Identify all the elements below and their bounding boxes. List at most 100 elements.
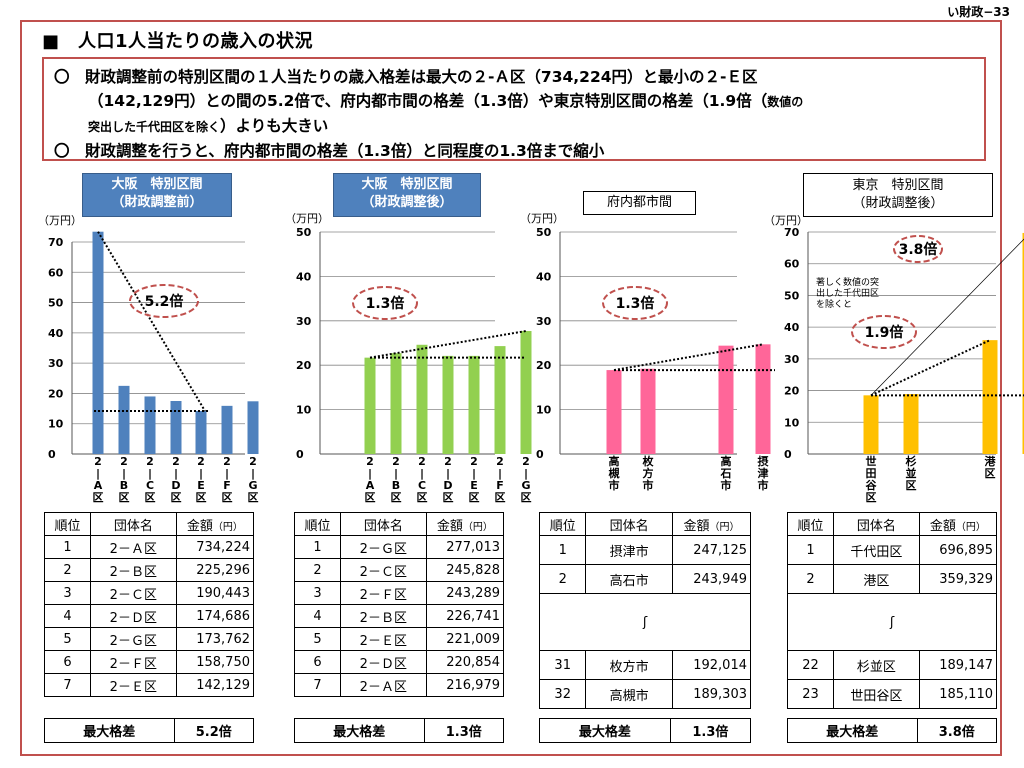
x-tick-label-char: A bbox=[94, 479, 103, 492]
x-tick-label-char: 2 bbox=[418, 455, 426, 468]
x-tick-label-char: | bbox=[199, 467, 203, 480]
x-tick-label-char: 2 bbox=[120, 455, 128, 468]
header-rank: 順位 bbox=[787, 512, 834, 536]
ratio-label-2: 3.8倍 bbox=[899, 241, 938, 258]
x-tick-label-char: 区 bbox=[469, 491, 480, 504]
table-row: 7 2－Ａ区 216,979 bbox=[294, 673, 505, 697]
cell-name: 2－Ｃ区 bbox=[89, 581, 177, 605]
x-tick-label-char: 区 bbox=[906, 479, 917, 492]
cell-name: 2－Ａ区 bbox=[339, 673, 427, 697]
y-tick-label: 50 bbox=[536, 226, 552, 239]
unit-label: （万円） bbox=[38, 214, 82, 227]
cell-name: 2－Ｆ区 bbox=[89, 650, 177, 674]
x-tick-label-char: 2 bbox=[223, 455, 231, 468]
cell-amount: 359,329 bbox=[918, 564, 998, 594]
y-tick-label: 10 bbox=[536, 404, 552, 417]
cell-amount: 221,009 bbox=[425, 627, 505, 651]
table-header-row: 順位 団体名 金額（円） bbox=[538, 512, 752, 536]
header-amount-unit: （円） bbox=[709, 521, 740, 533]
cell-rank: 22 bbox=[787, 650, 834, 680]
x-tick-label-char: | bbox=[420, 467, 424, 480]
table-row: ʃ bbox=[787, 593, 997, 651]
x-tick-label-char: | bbox=[498, 467, 502, 480]
cell-name: 摂津市 bbox=[585, 535, 673, 565]
x-tick-label-char: 摂 bbox=[758, 454, 769, 468]
header-amount-label: 金額 bbox=[186, 518, 213, 534]
x-tick-label-char: 谷 bbox=[866, 478, 878, 492]
y-tick-label: 30 bbox=[296, 315, 312, 328]
table-row: 1 2－Ｇ区 277,013 bbox=[294, 535, 505, 559]
max-gap-value: 5.2倍 bbox=[173, 718, 255, 743]
cell-name: 2－Ａ区 bbox=[89, 535, 177, 559]
x-tick-label: 杉並区 bbox=[906, 454, 917, 492]
header-amount: 金額（円） bbox=[425, 512, 505, 536]
x-tick-label-char: 2 bbox=[522, 455, 530, 468]
cell-rank: 5 bbox=[44, 627, 91, 651]
cell-rank: 6 bbox=[294, 650, 341, 674]
ratio-label: 5.2倍 bbox=[145, 293, 184, 310]
x-tick-label-char: | bbox=[394, 467, 398, 480]
cell-rank: 23 bbox=[787, 679, 834, 709]
x-tick-label-char: 2 bbox=[366, 455, 374, 468]
x-tick-label-char: 区 bbox=[222, 491, 233, 504]
x-tick-label-char: 市 bbox=[721, 478, 732, 492]
bar bbox=[718, 345, 734, 454]
x-tick-label-char: C bbox=[418, 479, 426, 492]
max-gap-osaka-before: 最大格差 5.2倍 bbox=[44, 718, 255, 743]
cell-name: 港区 bbox=[832, 564, 920, 594]
max-gap-label: 最大格差 bbox=[294, 718, 425, 743]
x-tick-label-char: 2 bbox=[496, 455, 504, 468]
table-header-row: 順位 団体名 金額（円） bbox=[294, 512, 505, 536]
x-tick-label-char: 市 bbox=[758, 478, 769, 492]
ratio-label: 1.3倍 bbox=[366, 295, 405, 312]
cell-amount: 174,686 bbox=[175, 604, 255, 628]
cell-name: 2－Ｄ区 bbox=[89, 604, 177, 628]
x-tick-label-char: B bbox=[120, 479, 128, 492]
x-tick-label: 枚方市 bbox=[643, 454, 655, 492]
header-name: 団体名 bbox=[585, 512, 673, 536]
x-tick-label-char: 2 bbox=[392, 455, 400, 468]
x-tick-label: 2 | G 区 bbox=[521, 455, 532, 504]
cell-amount: 189,303 bbox=[671, 679, 752, 709]
summary-line-2: （142,129円）との間の5.2倍で、府内都市間の格差（1.3倍）や東京特別区… bbox=[54, 89, 974, 114]
bar bbox=[170, 401, 182, 454]
y-tick-label: 60 bbox=[784, 258, 800, 271]
x-tick-label-char: 区 bbox=[145, 491, 156, 504]
unit-label: （万円） bbox=[520, 212, 564, 225]
cell-amount: 696,895 bbox=[918, 535, 998, 565]
x-tick-label-char: D bbox=[171, 479, 180, 492]
cell-rank: 7 bbox=[294, 673, 341, 697]
ranking-table-body: 順位 団体名 金額（円） 1 摂津市 247,125 2 高石市 243,949 ʃ 31 枚方市 19… bbox=[538, 512, 752, 709]
y-tick-label: 0 bbox=[48, 448, 56, 461]
x-tick-label-char: 2 bbox=[94, 455, 102, 468]
table-row: 2 2－Ｂ区 225,296 bbox=[44, 558, 255, 582]
y-tick-label: 70 bbox=[48, 236, 64, 249]
table-row: 4 2－Ｂ区 226,741 bbox=[294, 604, 505, 628]
bar bbox=[442, 355, 454, 454]
x-tick-label-char: A bbox=[366, 479, 375, 492]
x-tick-label: 2 | D 区 bbox=[171, 455, 182, 504]
x-tick-label-char: 杉 bbox=[906, 454, 917, 468]
cell-amount: 247,125 bbox=[671, 535, 752, 565]
x-tick-label-char: 2 bbox=[249, 455, 257, 468]
panel-title-prefecture-cities: 府内都市間 bbox=[583, 191, 696, 215]
unit-label: （万円） bbox=[285, 212, 329, 225]
cell-rank: 2 bbox=[294, 558, 341, 582]
cell-rank: 31 bbox=[538, 650, 587, 680]
x-tick-label-char: 市 bbox=[643, 478, 654, 492]
cell-name: 2－Ｇ区 bbox=[89, 627, 177, 651]
cell-rank: 1 bbox=[538, 535, 587, 565]
cell-rank: 32 bbox=[538, 679, 587, 709]
cell-rank: 1 bbox=[294, 535, 341, 559]
cell-rank: 5 bbox=[294, 627, 341, 651]
cell-rank: 3 bbox=[44, 581, 91, 605]
summary-box: 〇 財政調整前の特別区間の１人当たりの歳入格差は最大の２-Ａ区（734,224円… bbox=[42, 57, 986, 161]
panel-title-line: （財政調整後） bbox=[852, 196, 944, 211]
x-tick-label-char: 区 bbox=[119, 491, 130, 504]
bar bbox=[195, 410, 207, 454]
x-tick-label-char: | bbox=[122, 467, 126, 480]
table-row: 32 高槻市 189,303 bbox=[538, 679, 752, 709]
y-tick-label: 50 bbox=[784, 289, 800, 302]
cell-rank: 1 bbox=[44, 535, 91, 559]
